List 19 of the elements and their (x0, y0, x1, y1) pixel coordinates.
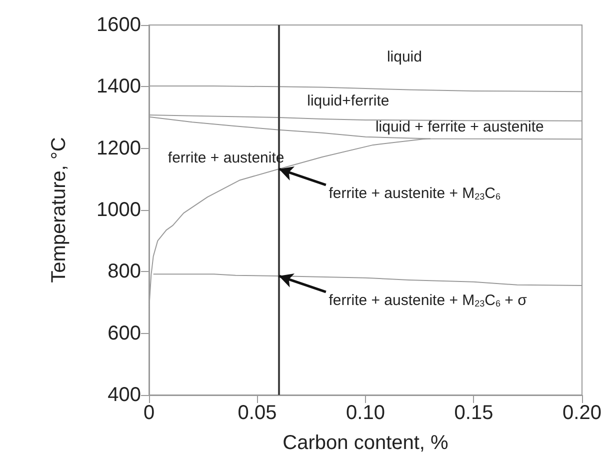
x-tick-label: 0 (143, 402, 155, 424)
y-tick-label: 800 (108, 260, 141, 283)
y-tick-label: 600 (108, 322, 141, 344)
y-tick-label: 1400 (96, 76, 141, 98)
x-axis-title: Carbon content, % (282, 432, 449, 454)
annotation: liquid (386, 48, 422, 66)
annotation: liquid + ferrite + austenite (375, 118, 544, 136)
y-tick-label: 1000 (96, 199, 141, 221)
annotation: liquid+ferrite (307, 92, 390, 110)
x-tick-label: 0.20 (562, 402, 602, 424)
x-tick-label: 0.10 (346, 402, 385, 424)
x-tick-label: 0.05 (238, 402, 277, 424)
annotation: ferrite + austenite + M23C6 (328, 184, 501, 202)
y-tick-label: 1200 (96, 137, 141, 160)
annotation: ferrite + austenite + M23C6 + σ (328, 292, 528, 309)
y-axis-title: Temperature, °C (48, 137, 70, 283)
y-tick-label: 1600 (96, 14, 141, 36)
x-tick-label: 0.15 (454, 402, 494, 424)
y-tick-label: 400 (108, 384, 141, 406)
